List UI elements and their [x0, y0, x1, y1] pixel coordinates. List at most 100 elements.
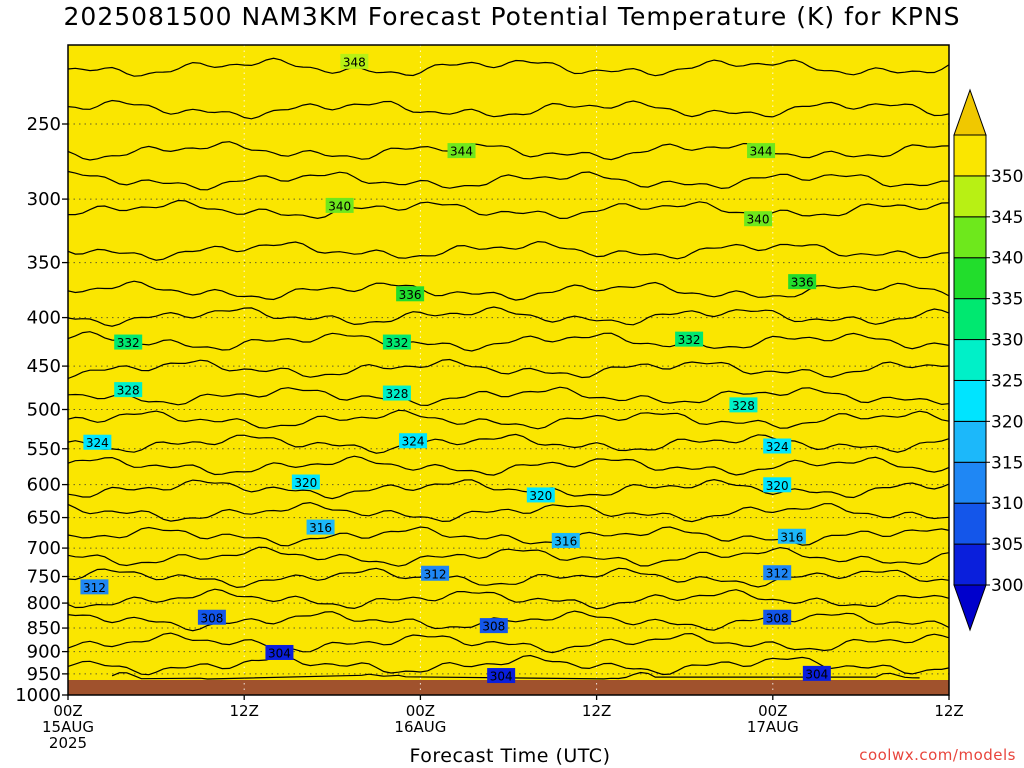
contour-label-bg — [421, 565, 450, 581]
colorbar-tick-label: 345 — [991, 208, 1023, 228]
contour-label-bg — [291, 474, 320, 490]
contour-338 — [67, 240, 950, 261]
colorbar-swatch-315 — [953, 420, 987, 463]
x-tick-label: 16AUG — [394, 718, 446, 736]
contour-label: 308 — [482, 620, 505, 634]
contour-label: 320 — [529, 489, 552, 503]
y-tick-label: 750 — [27, 567, 61, 588]
contour-label-bg — [763, 477, 792, 493]
contour-lines — [67, 57, 950, 680]
contour-label: 308 — [200, 611, 223, 625]
colorbar-swatch-345 — [953, 175, 987, 218]
x-tick-label: 00Z — [53, 702, 82, 720]
colorbar-tick-label: 330 — [991, 331, 1023, 351]
contour-320 — [67, 478, 950, 500]
contour-label: 328 — [385, 387, 408, 401]
contour-306 — [67, 632, 950, 654]
colorbar-tick-label: 320 — [991, 412, 1023, 432]
contour-label-bg — [802, 665, 831, 681]
contour-label-bg — [763, 609, 792, 625]
colorbar-tick-label: 350 — [991, 167, 1023, 187]
colorbar-tick-label: 325 — [991, 371, 1023, 391]
y-tick-label: 900 — [27, 642, 61, 663]
contour-334 — [67, 306, 950, 327]
contour-label-bg — [83, 434, 112, 450]
y-tick-label: 650 — [27, 508, 61, 529]
colorbar-tick-label: 300 — [991, 576, 1023, 596]
colorbar-tick-label: 340 — [991, 249, 1023, 269]
y-tick-label: 700 — [27, 538, 61, 559]
colorbar-swatch-340 — [953, 216, 987, 259]
y-tick-label: 600 — [27, 475, 61, 496]
contour-label: 304 — [268, 646, 291, 660]
contour-314 — [67, 546, 950, 567]
y-tick-label: 300 — [27, 189, 61, 210]
contour-label-bg — [114, 334, 143, 350]
y-tick-label: 250 — [27, 114, 61, 135]
x-tick-label: 2025 — [49, 734, 87, 752]
contour-312 — [67, 567, 950, 589]
y-tick-label: 450 — [27, 356, 61, 377]
plot-frame — [67, 44, 950, 696]
colorbar-swatch-330 — [953, 298, 987, 341]
contour-label-bg — [763, 438, 792, 454]
contour-label: 308 — [766, 611, 789, 625]
colorbar-tick-label: 305 — [991, 535, 1023, 555]
contour-label: 320 — [294, 476, 317, 490]
ground-surface — [68, 680, 949, 695]
contour-label-bg — [551, 532, 580, 548]
contour-302 — [111, 671, 920, 680]
contour-label-bg — [788, 274, 817, 290]
heatmap-bands — [67, 44, 950, 681]
contour-label-bg — [325, 197, 354, 213]
contour-label-bg — [306, 519, 335, 535]
contour-label: 324 — [766, 440, 789, 454]
contour-332 — [67, 331, 950, 352]
contour-318 — [67, 501, 950, 523]
contour-label: 332 — [117, 336, 140, 350]
contour-label: 336 — [399, 288, 422, 302]
colorbar-swatch-320 — [953, 379, 987, 422]
contour-344 — [67, 141, 950, 161]
contour-label-bg — [197, 609, 226, 625]
contour-label-bg — [114, 382, 143, 398]
contour-label: 312 — [424, 567, 447, 581]
contour-label-bg — [729, 397, 758, 413]
contour-label: 304 — [805, 667, 828, 681]
contour-label: 316 — [780, 530, 803, 544]
colorbar-tick-label: 315 — [991, 453, 1023, 473]
contour-340 — [68, 199, 950, 220]
contour-label: 336 — [791, 276, 814, 290]
colorbar-swatch-325 — [953, 339, 987, 381]
contour-348 — [67, 57, 950, 77]
contour-324 — [67, 433, 950, 454]
contour-label: 320 — [766, 479, 789, 493]
contour-330 — [67, 358, 950, 380]
x-tick-label: 17AUG — [747, 718, 799, 736]
x-axis-label: Forecast Time (UTC) — [409, 745, 611, 767]
y-tick-label: 850 — [27, 618, 61, 639]
chart-title: 2025081500 NAM3KM Forecast Potential Tem… — [63, 2, 961, 31]
y-axis: 250 300 350 400 450 500 550 600 650 700 750 800 850 9… — [15, 114, 68, 706]
colorbar-under-arrow — [953, 584, 987, 632]
contour-label-bg — [447, 143, 476, 159]
contour-label: 328 — [732, 399, 755, 413]
contour-label: 312 — [83, 581, 106, 595]
contour-labels: 348 344 344 340 340 336 336 332 332 332 328 328 328 3… — [80, 53, 831, 684]
contour-label-bg — [777, 528, 806, 544]
colorbar-swatch-310 — [953, 461, 987, 504]
y-tick-label: 950 — [27, 664, 61, 685]
x-tick-label: 15AUG — [42, 718, 94, 736]
x-tick-label: 12Z — [582, 702, 611, 720]
contour-304 — [67, 654, 950, 676]
colorbar-swatch-305 — [953, 502, 987, 545]
contour-label-bg — [526, 487, 555, 503]
contour-322 — [67, 455, 950, 476]
colorbar-swatch-350 — [953, 134, 987, 177]
ground-bar — [68, 680, 949, 695]
y-tick-label: 550 — [27, 439, 61, 460]
contour-label-bg — [479, 618, 508, 634]
contour-label: 340 — [328, 199, 351, 213]
